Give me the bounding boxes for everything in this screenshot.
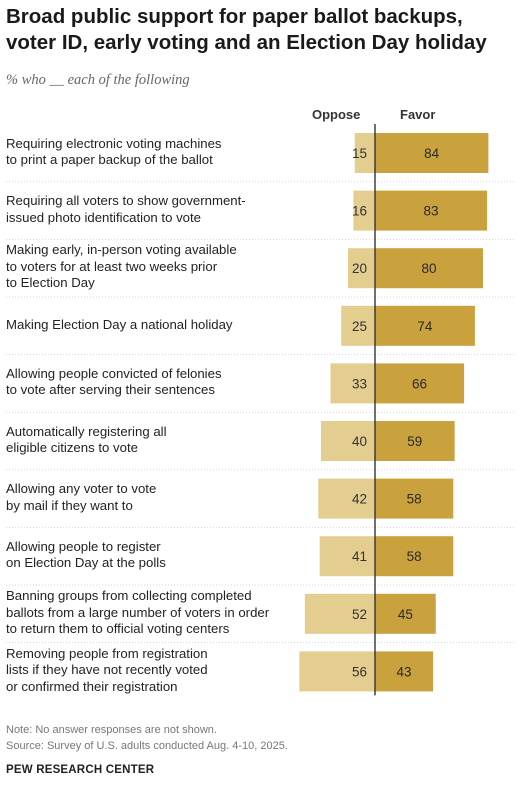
column-header-favor: Favor <box>400 107 436 122</box>
favor-bar <box>375 363 465 404</box>
favor-value-label: 84 <box>424 146 440 161</box>
favor-value-label: 58 <box>407 492 422 507</box>
row-label-line: to Election Day <box>6 275 95 291</box>
oppose-bar <box>348 248 375 289</box>
row-label-line: Requiring electronic voting machines <box>6 135 222 151</box>
oppose-value-label: 52 <box>352 607 367 622</box>
oppose-value-label: 16 <box>352 204 367 219</box>
row-label-line: to print a paper backup of the ballot <box>6 152 213 167</box>
oppose-value-label: 33 <box>352 376 367 391</box>
oppose-value-label: 20 <box>352 261 367 276</box>
column-header-oppose: Oppose <box>312 107 361 122</box>
row-label-line: Removing people from registration <box>6 645 208 661</box>
row-label-line: Allowing any voter to vote <box>6 481 157 497</box>
favor-value-label: 66 <box>412 376 427 391</box>
row-label: Requiring all voters to show government-… <box>6 193 296 226</box>
row-label-line: Making Election Day a national holiday <box>6 316 233 332</box>
row-label: Automatically registering all eligible ci… <box>6 424 296 457</box>
oppose-bar <box>299 651 375 692</box>
row-label: Banning groups from collecting completed… <box>6 588 296 638</box>
oppose-bar <box>354 133 375 173</box>
oppose-bar <box>330 363 375 404</box>
oppose-value-label: 56 <box>352 664 367 679</box>
row-label: Requiring electronic voting machines to p… <box>6 136 296 169</box>
oppose-bar <box>321 421 375 461</box>
row-label-line: lists if they have not recently voted <box>6 662 208 678</box>
row-label-line: to voters for at least two weeks prior <box>6 258 218 274</box>
oppose-value-label: 15 <box>352 146 367 161</box>
oppose-bar <box>304 593 375 634</box>
row-label: Making Election Day a national holiday <box>6 317 296 334</box>
favor-value-label: 59 <box>407 434 422 449</box>
favor-value-label: 45 <box>398 607 413 622</box>
favor-bar <box>375 421 455 461</box>
favor-bar <box>375 536 454 577</box>
oppose-value-label: 40 <box>352 434 367 449</box>
row-label-line: to return them to official voting center… <box>6 621 230 637</box>
favor-bar <box>375 478 454 519</box>
favor-value-label: 43 <box>397 664 412 679</box>
oppose-bar <box>318 478 375 519</box>
row-label-line: or confirmed their registration <box>6 678 178 694</box>
row-label-line: Allowing people to register <box>6 538 161 554</box>
favor-bar <box>375 593 436 634</box>
oppose-bar <box>341 305 375 346</box>
row-label-line: ballots from a large number of voters in… <box>6 604 270 620</box>
row-label: Allowing any voter to vote by mail if the… <box>6 481 296 514</box>
favor-bar <box>375 248 483 289</box>
row-label-line: Allowing people convicted of felonies <box>6 365 222 381</box>
row-label-line: by mail if they want to <box>6 497 133 513</box>
favor-bar <box>375 305 475 346</box>
favor-bar <box>375 190 488 231</box>
favor-value-label: 83 <box>424 204 439 219</box>
row-label-line: to vote after serving their sentences <box>6 382 215 398</box>
row-label-line: on Election Day at the polls <box>6 555 166 571</box>
row-label-line: Requiring all voters to show government- <box>6 193 246 209</box>
favor-value-label: 74 <box>417 319 433 334</box>
row-label-line: issued photo identification to vote <box>6 209 202 225</box>
note-text: Note: No answer responses are not shown. <box>6 724 217 736</box>
row-label: Making early, in-person voting available… <box>6 242 296 292</box>
oppose-value-label: 41 <box>352 549 367 564</box>
favor-value-label: 80 <box>421 261 436 276</box>
source-text: Source: Survey of U.S. adults conducted … <box>6 740 288 752</box>
row-label: Allowing people convicted of felonies to … <box>6 366 296 399</box>
favor-bar <box>375 133 489 173</box>
row-label-line: Making early, in-person voting available <box>6 242 237 258</box>
row-label-line: eligible citizens to vote <box>6 440 138 455</box>
oppose-bar <box>353 190 375 231</box>
chart-subtitle: % who __ each of the following <box>6 72 190 88</box>
row-label: Removing people from registration lists i… <box>6 646 296 696</box>
row-label-line: Automatically registering all <box>6 423 167 439</box>
chart-title: Broad public support for paper ballot ba… <box>6 5 487 54</box>
oppose-value-label: 25 <box>352 319 367 334</box>
pew-research-center-logo: PEW RESEARCH CENTER <box>6 764 155 776</box>
oppose-bar <box>319 536 375 577</box>
oppose-value-label: 42 <box>352 492 367 507</box>
favor-bar <box>375 651 434 692</box>
favor-value-label: 58 <box>407 549 422 564</box>
row-label: Allowing people to register on Election D… <box>6 539 296 572</box>
row-label-line: Banning groups from collecting completed <box>6 588 252 604</box>
